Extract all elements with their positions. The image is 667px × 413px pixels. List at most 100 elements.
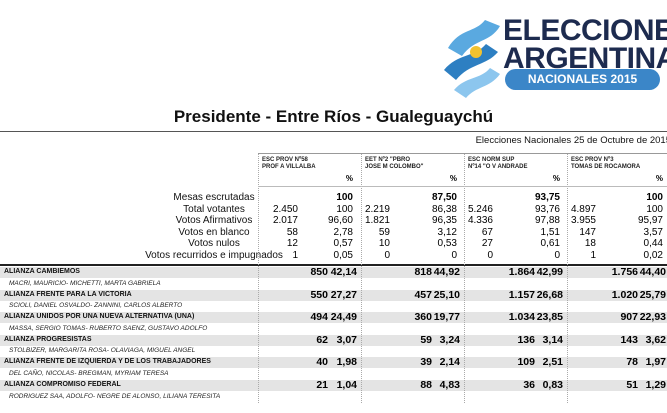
- pct-header: %: [655, 174, 663, 183]
- party-pct: 1,97: [645, 356, 666, 369]
- party-name: ALIANZA CAMBIEMOS: [4, 268, 80, 275]
- party-votes: 360: [414, 311, 432, 324]
- party-votes: 907: [620, 311, 638, 324]
- summary-pct: 0,57: [333, 238, 353, 249]
- summary-count: 4.336: [467, 215, 493, 226]
- party-pct: 44,92: [433, 266, 460, 278]
- column-header: ESC PROV Nº58: [262, 157, 308, 163]
- party-row-bg: [0, 312, 667, 324]
- summary-pct: 96,60: [327, 215, 353, 226]
- party-votes: 51: [626, 379, 638, 391]
- summary-pct: 95,97: [637, 215, 663, 226]
- party-candidates: RODRIGUEZ SAA, ADOLFO- NEGRE DE ALONSO, …: [9, 392, 221, 400]
- summary-label: Mesas escrutadas: [173, 192, 255, 203]
- summary-pct: 0,02: [643, 249, 663, 261]
- party-name: ALIANZA COMPROMISO FEDERAL: [4, 381, 121, 388]
- summary-pct: 96,35: [431, 215, 457, 226]
- party-pct: 24,49: [330, 311, 357, 324]
- party-votes: 88: [420, 379, 432, 391]
- summary-pct: 3,57: [643, 226, 663, 238]
- party-votes: 1.864: [508, 266, 535, 278]
- summary-pct: 0: [451, 249, 457, 261]
- party-candidates: STOLBIZER, MARGARITA ROSA- OLAVIAGA, MIG…: [9, 347, 196, 355]
- column-separator: [258, 153, 259, 403]
- party-name: ALIANZA UNIDOS POR UNA NUEVA ALTERNATIVA…: [4, 313, 195, 321]
- party-votes: 40: [316, 356, 328, 369]
- party-pct: 3,24: [439, 333, 460, 346]
- party-pct: 4,83: [439, 379, 460, 391]
- party-pct: 42,99: [536, 266, 563, 278]
- party-votes: 59: [420, 333, 432, 346]
- logo-flag: [444, 20, 500, 98]
- party-votes: 1.034: [508, 311, 535, 324]
- party-pct: 2,51: [542, 356, 563, 369]
- logo-badge: NACIONALES 2015: [505, 69, 660, 90]
- header-underline: [258, 186, 667, 187]
- party-votes: 36: [523, 379, 535, 391]
- party-votes: 136: [517, 333, 535, 346]
- column-header: JOSE M COLOMBO": [365, 164, 424, 170]
- party-candidates: DEL CAÑO, NICOLAS- BREGMAN, MYRIAM TERES…: [9, 369, 169, 377]
- column-header: PROF A VILLALBA: [262, 164, 316, 170]
- summary-pct: 97,88: [534, 215, 560, 226]
- summary-pct: 100: [336, 203, 353, 215]
- summary-pct: 0: [554, 249, 560, 261]
- party-pct: 1,98: [336, 356, 357, 369]
- party-votes: 21: [316, 379, 328, 391]
- subtitle: Elecciones Nacionales 25 de Octubre de 2…: [475, 135, 667, 146]
- party-votes: 850: [310, 266, 328, 278]
- column-separator: [361, 153, 362, 403]
- summary-pct: 0,53: [437, 238, 457, 249]
- summary-pct: 2,78: [333, 226, 353, 238]
- party-votes: 39: [420, 356, 432, 369]
- column-header: Nº14 "O V ANDRADE: [468, 164, 528, 170]
- summary-pct: 0,61: [540, 238, 560, 249]
- party-candidates: SCIOLI, DANIEL OSVALDO- ZANNINI, CARLOS …: [9, 302, 183, 310]
- party-pct: 1,29: [645, 379, 666, 391]
- column-header: ESC NORM SUP: [468, 157, 515, 163]
- summary-pct: 100: [646, 192, 663, 203]
- party-name: ALIANZA FRENTE DE IZQUIERDA Y DE LOS TRA…: [4, 358, 211, 366]
- party-votes: 109: [517, 356, 535, 369]
- party-row-bg: [0, 267, 667, 278]
- column-separator: [464, 153, 465, 403]
- summary-label: Votos nulos: [188, 238, 240, 249]
- section-rule: [0, 264, 667, 266]
- party-votes: 1.756: [611, 266, 638, 278]
- summary-pct: 3,12: [437, 226, 457, 238]
- party-votes: 457: [414, 288, 432, 301]
- party-votes: 494: [310, 311, 328, 324]
- summary-pct: 93,76: [534, 203, 560, 215]
- page-title: Presidente - Entre Ríos - Gualeguaychú: [173, 107, 494, 126]
- summary-count: 0: [384, 249, 390, 261]
- party-name: ALIANZA FRENTE PARA LA VICTORIA: [4, 290, 132, 298]
- pct-header: %: [345, 174, 353, 183]
- party-pct: 3,62: [645, 333, 666, 346]
- summary-label: Votos Afirmativos: [175, 215, 253, 226]
- summary-pct: 93,75: [534, 192, 560, 203]
- summary-count: 1: [292, 249, 298, 261]
- party-row-bg: [0, 289, 667, 301]
- party-votes: 78: [626, 356, 638, 369]
- party-pct: 19,77: [433, 311, 460, 324]
- party-pct: 2,14: [439, 356, 460, 369]
- summary-count: 2.219: [364, 203, 390, 215]
- summary-count: 5.246: [467, 203, 493, 215]
- pct-header: %: [449, 174, 457, 183]
- party-votes: 143: [620, 333, 638, 346]
- party-votes: 818: [414, 266, 432, 278]
- summary-count: 18: [584, 238, 596, 249]
- party-pct: 44,40: [639, 266, 666, 278]
- party-pct: 0,83: [542, 379, 563, 391]
- summary-label: Votos recurridos e impugnados: [145, 249, 283, 261]
- summary-count: 58: [286, 226, 298, 238]
- party-row-bg: [0, 357, 667, 369]
- header-rule: [258, 153, 667, 154]
- column-header: EET Nº2 "PBRO: [365, 157, 411, 163]
- party-row-bg: [0, 380, 667, 391]
- pct-header: %: [552, 174, 560, 183]
- party-pct: 1,04: [336, 379, 357, 391]
- summary-count: 67: [481, 226, 493, 238]
- party-votes: 1.020: [611, 288, 638, 301]
